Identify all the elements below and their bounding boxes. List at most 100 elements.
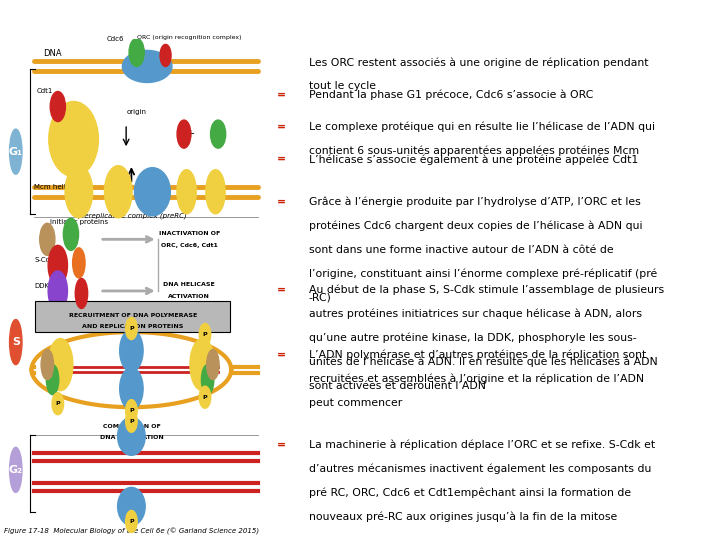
Ellipse shape [9,320,22,365]
Text: G₂: G₂ [9,465,23,475]
Ellipse shape [9,447,22,492]
Text: prereplicative complex (preRC): prereplicative complex (preRC) [76,212,186,219]
Text: DNA: DNA [43,50,62,58]
Circle shape [125,410,138,432]
Text: initiator proteins: initiator proteins [50,219,108,225]
Text: P: P [129,408,134,413]
Text: =: = [276,349,286,360]
Text: S-Cdk: S-Cdk [34,258,54,264]
Ellipse shape [40,224,55,255]
Text: L’ADN polymérase et d’autres protéines de la réplication sont: L’ADN polymérase et d’autres protéines d… [308,349,646,360]
Text: AND REPLICATION PROTEINS: AND REPLICATION PROTEINS [82,323,184,328]
Text: S: S [12,337,19,347]
Text: l’origine, constituant ainsi l’énorme complexe pré-réplicatif (pré: l’origine, constituant ainsi l’énorme co… [308,269,657,279]
Circle shape [125,400,138,422]
Ellipse shape [46,364,59,395]
Text: protéines Cdc6 chargent deux copies de l’hélicase à ADN qui: protéines Cdc6 chargent deux copies de l… [308,221,642,231]
Ellipse shape [202,364,214,395]
Ellipse shape [120,368,143,410]
Ellipse shape [122,50,172,83]
Text: DNA HELICASE: DNA HELICASE [163,282,215,287]
Text: L’hélicase s’associe également à une protéine appelée Cdt1: L’hélicase s’associe également à une pro… [308,154,638,165]
Text: pré RC, ORC, Cdc6 et Cdt1empêchant ainsi la formation de: pré RC, ORC, Cdc6 et Cdt1empêchant ainsi… [308,488,631,498]
Ellipse shape [49,102,99,177]
Text: =: = [276,90,286,100]
Ellipse shape [48,271,68,311]
Text: RECRUITMENT OF DNA POLYMERASE: RECRUITMENT OF DNA POLYMERASE [68,314,197,319]
Text: ACTIVATION: ACTIVATION [168,294,210,300]
Ellipse shape [177,170,197,214]
Text: P: P [202,332,207,337]
Text: unités de l’hélicase à ADN. Il en résulte que les hélicases à ADN: unités de l’hélicase à ADN. Il en résult… [308,356,657,367]
Text: +: + [186,129,195,139]
Circle shape [125,318,138,340]
Text: Cdt1: Cdt1 [37,89,53,94]
Text: recruitées et assemblées à l’origine et la réplication de l’ADN: recruitées et assemblées à l’origine et … [308,374,644,384]
Text: autres protéines initiatrices sur chaque hélicase à ADN, alors: autres protéines initiatrices sur chaque… [308,308,642,319]
Text: Figure 17-18  Molecular Biology of the Cell 6e (© Garland Science 2015): Figure 17-18 Molecular Biology of the Ce… [4,528,259,535]
Circle shape [125,510,138,532]
Text: Contrôle de l'initiation de la réplication de l'ADN: Contrôle de l'initiation de la réplicati… [93,9,627,30]
Text: =: = [276,197,286,207]
Ellipse shape [65,166,93,218]
Ellipse shape [48,339,73,390]
Text: Les ORC restent associés à une origine de réplication pendant: Les ORC restent associés à une origine d… [308,57,648,68]
Ellipse shape [206,170,225,214]
Ellipse shape [190,339,215,390]
Ellipse shape [9,129,22,174]
Text: P: P [129,326,134,331]
Ellipse shape [41,349,53,380]
Ellipse shape [120,329,143,372]
Text: =: = [276,154,286,164]
Text: Pendant la phase G1 précoce, Cdc6 s’associe à ORC: Pendant la phase G1 précoce, Cdc6 s’asso… [308,90,593,100]
Ellipse shape [129,38,144,66]
Text: Grâce à l’énergie produite par l’hydrolyse d’ATP, l’ORC et les: Grâce à l’énergie produite par l’hydroly… [308,197,640,207]
Text: P: P [202,395,207,400]
Ellipse shape [48,245,68,286]
Text: =: = [276,285,286,294]
Circle shape [199,323,211,346]
Text: d’autres mécanismes inactivent également les composants du: d’autres mécanismes inactivent également… [308,464,651,474]
Ellipse shape [135,167,171,216]
Text: peut commencer: peut commencer [308,397,402,408]
Text: Le complexe protéique qui en résulte lie l’hélicase de l’ADN qui: Le complexe protéique qui en résulte lie… [308,122,654,132]
Ellipse shape [50,91,66,122]
Text: sont activées et déroulent l’ADN: sont activées et déroulent l’ADN [308,381,485,390]
Text: Cdc6: Cdc6 [107,36,125,42]
Text: COMPLETION OF: COMPLETION OF [102,424,161,429]
Text: INACTIVATION OF: INACTIVATION OF [158,231,220,236]
Text: G₁: G₁ [9,147,23,157]
Circle shape [52,393,63,415]
Text: P: P [129,418,134,424]
Text: P: P [55,401,60,406]
Text: contient 6 sous-unités apparentées appelées protéines Mcm: contient 6 sous-unités apparentées appel… [308,146,639,156]
Text: sont dans une forme inactive autour de l’ADN à côté de: sont dans une forme inactive autour de l… [308,245,613,255]
Text: ORC (origin recognition complex): ORC (origin recognition complex) [137,35,241,40]
FancyBboxPatch shape [35,301,230,332]
Ellipse shape [104,166,132,218]
Text: qu’une autre protéine kinase, la DDK, phosphoryle les sous-: qu’une autre protéine kinase, la DDK, ph… [308,333,636,343]
Text: nouveaux pré-RC aux origines jusqu’à la fin de la mitose: nouveaux pré-RC aux origines jusqu’à la … [308,512,617,522]
Text: P: P [129,519,134,524]
Ellipse shape [210,120,225,148]
Text: Mcm helicase: Mcm helicase [34,184,81,190]
Ellipse shape [117,417,145,455]
Ellipse shape [63,218,78,251]
Ellipse shape [177,120,191,148]
Circle shape [199,386,211,408]
Text: DDK: DDK [34,283,49,289]
Ellipse shape [76,279,88,308]
Text: La machinerie à réplication déplace l’ORC et se refixe. S-Cdk et: La machinerie à réplication déplace l’OR… [308,440,654,450]
Ellipse shape [73,248,85,278]
Text: ORC, Cdc6, Cdt1: ORC, Cdc6, Cdt1 [161,243,217,248]
Text: DNA REPLICATION: DNA REPLICATION [99,435,163,440]
Text: Au début de la phase S, S-Cdk stimule l’assemblage de plusieurs: Au début de la phase S, S-Cdk stimule l’… [308,285,664,295]
Ellipse shape [160,44,171,66]
Text: =: = [276,440,286,450]
Ellipse shape [117,488,145,525]
Text: tout le cycle: tout le cycle [308,82,376,91]
Ellipse shape [207,349,219,380]
Text: origin: origin [127,109,147,114]
Text: =: = [276,122,286,132]
Text: -RC): -RC) [308,293,331,303]
